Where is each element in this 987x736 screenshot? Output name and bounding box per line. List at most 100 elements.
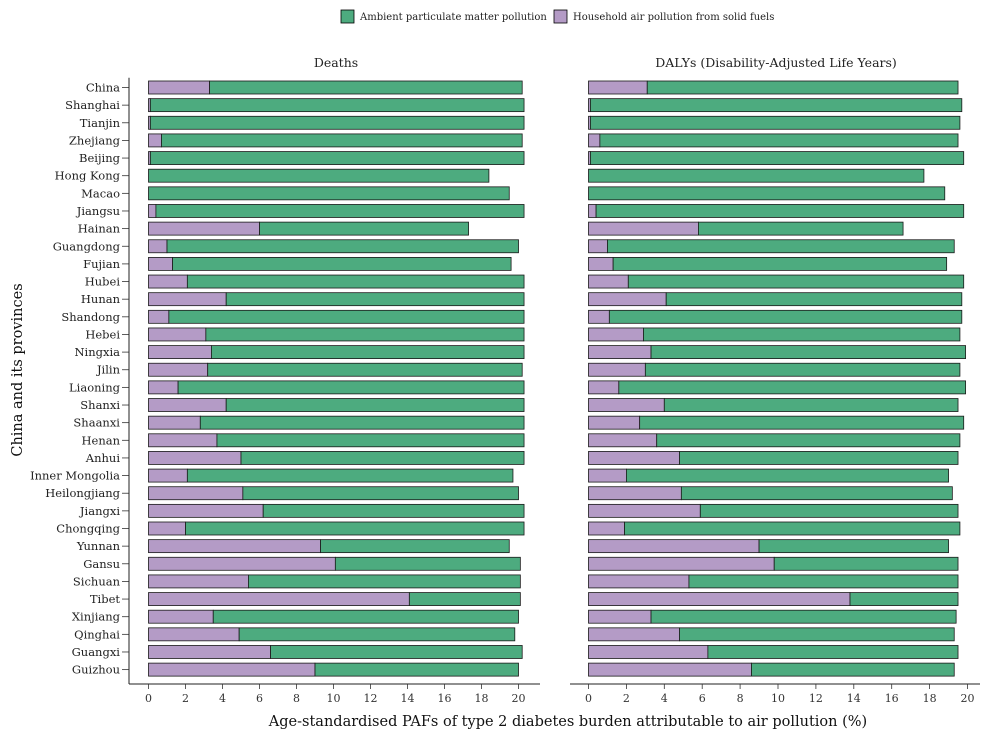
category-label-henan: Henan xyxy=(81,433,120,447)
bar-ambient-deaths-gansu xyxy=(334,556,521,571)
bar-ambient-dalys-hunan xyxy=(665,292,963,307)
bar-ambient-dalys-fujian xyxy=(612,256,948,271)
bar-ambient-dalys-heilongjiang xyxy=(680,486,953,501)
bar-household-dalys-shaanxi xyxy=(588,415,641,430)
bar-ambient-deaths-china xyxy=(209,80,523,95)
bar-household-deaths-hainan xyxy=(148,221,260,236)
bar-ambient-dalys-china xyxy=(646,80,959,95)
bar-ambient-deaths-guizhou xyxy=(314,662,519,677)
bar-ambient-deaths-henan xyxy=(216,433,525,448)
category-label-guangdong: Guangdong xyxy=(53,239,121,253)
bar-ambient-deaths-sichuan xyxy=(247,574,521,589)
bar-household-deaths-qinghai xyxy=(148,627,240,642)
bar-household-dalys-shandong xyxy=(588,309,610,324)
bar-ambient-dalys-liaoning xyxy=(618,380,967,395)
x-tick-label-dalys-14: 14 xyxy=(847,692,861,705)
x-tick-label-dalys-0: 0 xyxy=(585,692,592,705)
bar-ambient-deaths-ningxia xyxy=(210,345,525,360)
bar-household-dalys-henan xyxy=(588,433,658,448)
panel-title-deaths: Deaths xyxy=(314,55,358,70)
bar-household-deaths-jiangsu xyxy=(148,204,157,218)
bar-ambient-dalys-guizhou xyxy=(751,662,955,677)
category-label-beijing: Beijing xyxy=(79,151,121,165)
category-label-jiangsu: Jiangsu xyxy=(76,204,120,218)
bar-ambient-dalys-jiangxi xyxy=(699,503,959,518)
bar-ambient-dalys-jiangsu xyxy=(595,204,965,218)
bar-ambient-deaths-anhui xyxy=(240,451,525,465)
bar-ambient-deaths-guangdong xyxy=(166,239,519,254)
category-label-macao: Macao xyxy=(81,186,120,200)
bar-household-deaths-jiangxi xyxy=(148,503,264,518)
bar-ambient-deaths-beijing xyxy=(149,151,525,165)
bar-household-deaths-heilongjiang xyxy=(148,486,244,501)
category-label-gansu: Gansu xyxy=(83,557,120,571)
bar-household-dalys-shanxi xyxy=(588,398,665,412)
bar-ambient-dalys-shanghai xyxy=(589,98,963,113)
category-label-hubei: Hubei xyxy=(85,275,121,289)
bar-ambient-deaths-hunan xyxy=(225,292,525,307)
bar-ambient-dalys-hong-kong xyxy=(588,168,925,183)
category-label-jiangxi: Jiangxi xyxy=(79,504,120,518)
bar-household-dalys-zhejiang xyxy=(588,133,601,148)
bar-household-deaths-yunnan xyxy=(148,539,321,554)
category-label-yunnan: Yunnan xyxy=(76,539,121,553)
bar-ambient-dalys-shandong xyxy=(608,309,963,324)
bar-ambient-dalys-sichuan xyxy=(688,574,959,589)
bar-ambient-deaths-shandong xyxy=(168,309,525,324)
category-label-shaanxi: Shaanxi xyxy=(73,416,120,430)
bar-ambient-deaths-shanghai xyxy=(149,98,525,113)
category-label-hong-kong: Hong Kong xyxy=(55,169,121,183)
panel-deaths: 0 2 4 6 8 10 12 14 16 18 20 xyxy=(129,80,540,705)
bar-household-dalys-jiangxi xyxy=(588,503,701,518)
bar-ambient-deaths-chongqing xyxy=(185,521,525,536)
bar-household-dalys-guizhou xyxy=(588,662,752,677)
bar-household-deaths-ningxia xyxy=(148,345,212,360)
category-label-hainan: Hainan xyxy=(78,222,121,236)
x-tick-label-deaths-16: 16 xyxy=(438,692,452,705)
bar-household-deaths-shandong xyxy=(148,309,170,324)
x-tick-label-deaths-8: 8 xyxy=(293,692,300,705)
bar-household-deaths-guangdong xyxy=(148,239,168,254)
bar-ambient-deaths-tianjin xyxy=(149,115,525,130)
bar-ambient-deaths-hebei xyxy=(205,327,525,342)
bar-ambient-deaths-shanxi xyxy=(225,398,525,412)
bar-household-dalys-jiangsu xyxy=(588,204,597,218)
bar-household-dalys-guangdong xyxy=(588,239,608,254)
legend-label-ambient: Ambient particulate matter pollution xyxy=(359,12,547,23)
bar-ambient-dalys-hebei xyxy=(643,327,961,342)
bar-household-deaths-shaanxi xyxy=(148,415,201,430)
bar-ambient-dalys-guangxi xyxy=(707,645,959,659)
bar-ambient-deaths-hubei xyxy=(186,274,525,289)
bar-household-deaths-henan xyxy=(148,433,218,448)
category-label-liaoning: Liaoning xyxy=(69,380,121,394)
bar-ambient-deaths-qinghai xyxy=(238,627,516,642)
category-label-hebei: Hebei xyxy=(85,327,120,341)
category-label-sichuan: Sichuan xyxy=(73,574,121,588)
bar-household-deaths-hunan xyxy=(148,292,227,307)
bar-household-deaths-liaoning xyxy=(148,380,179,395)
bar-household-dalys-china xyxy=(588,80,648,95)
bar-ambient-deaths-tibet xyxy=(408,592,521,606)
x-tick-label-dalys-16: 16 xyxy=(885,692,899,705)
bar-ambient-dalys-henan xyxy=(656,433,961,448)
category-label-inner-mongolia: Inner Mongolia xyxy=(30,469,120,483)
category-label-shanghai: Shanghai xyxy=(65,98,120,112)
x-tick-label-deaths-20: 20 xyxy=(512,692,526,705)
bar-household-dalys-ningxia xyxy=(588,345,652,360)
bar-household-deaths-anhui xyxy=(148,451,242,465)
x-tick-label-dalys-2: 2 xyxy=(623,692,630,705)
bar-ambient-dalys-shanxi xyxy=(663,398,959,412)
bar-household-deaths-fujian xyxy=(148,256,173,271)
bar-household-deaths-tibet xyxy=(148,592,410,606)
x-tick-label-deaths-14: 14 xyxy=(401,692,415,705)
category-label-zhejiang: Zhejiang xyxy=(69,133,121,147)
bar-ambient-dalys-macao xyxy=(588,186,946,201)
category-label-tibet: Tibet xyxy=(90,592,121,606)
bar-household-deaths-sichuan xyxy=(148,574,249,589)
bar-household-deaths-zhejiang xyxy=(148,133,162,148)
bar-household-dalys-anhui xyxy=(588,451,680,465)
category-label-chongqing: Chongqing xyxy=(56,522,120,536)
bar-ambient-deaths-liaoning xyxy=(177,380,525,395)
bar-household-dalys-hainan xyxy=(588,221,699,236)
bar-ambient-deaths-zhejiang xyxy=(161,133,523,148)
